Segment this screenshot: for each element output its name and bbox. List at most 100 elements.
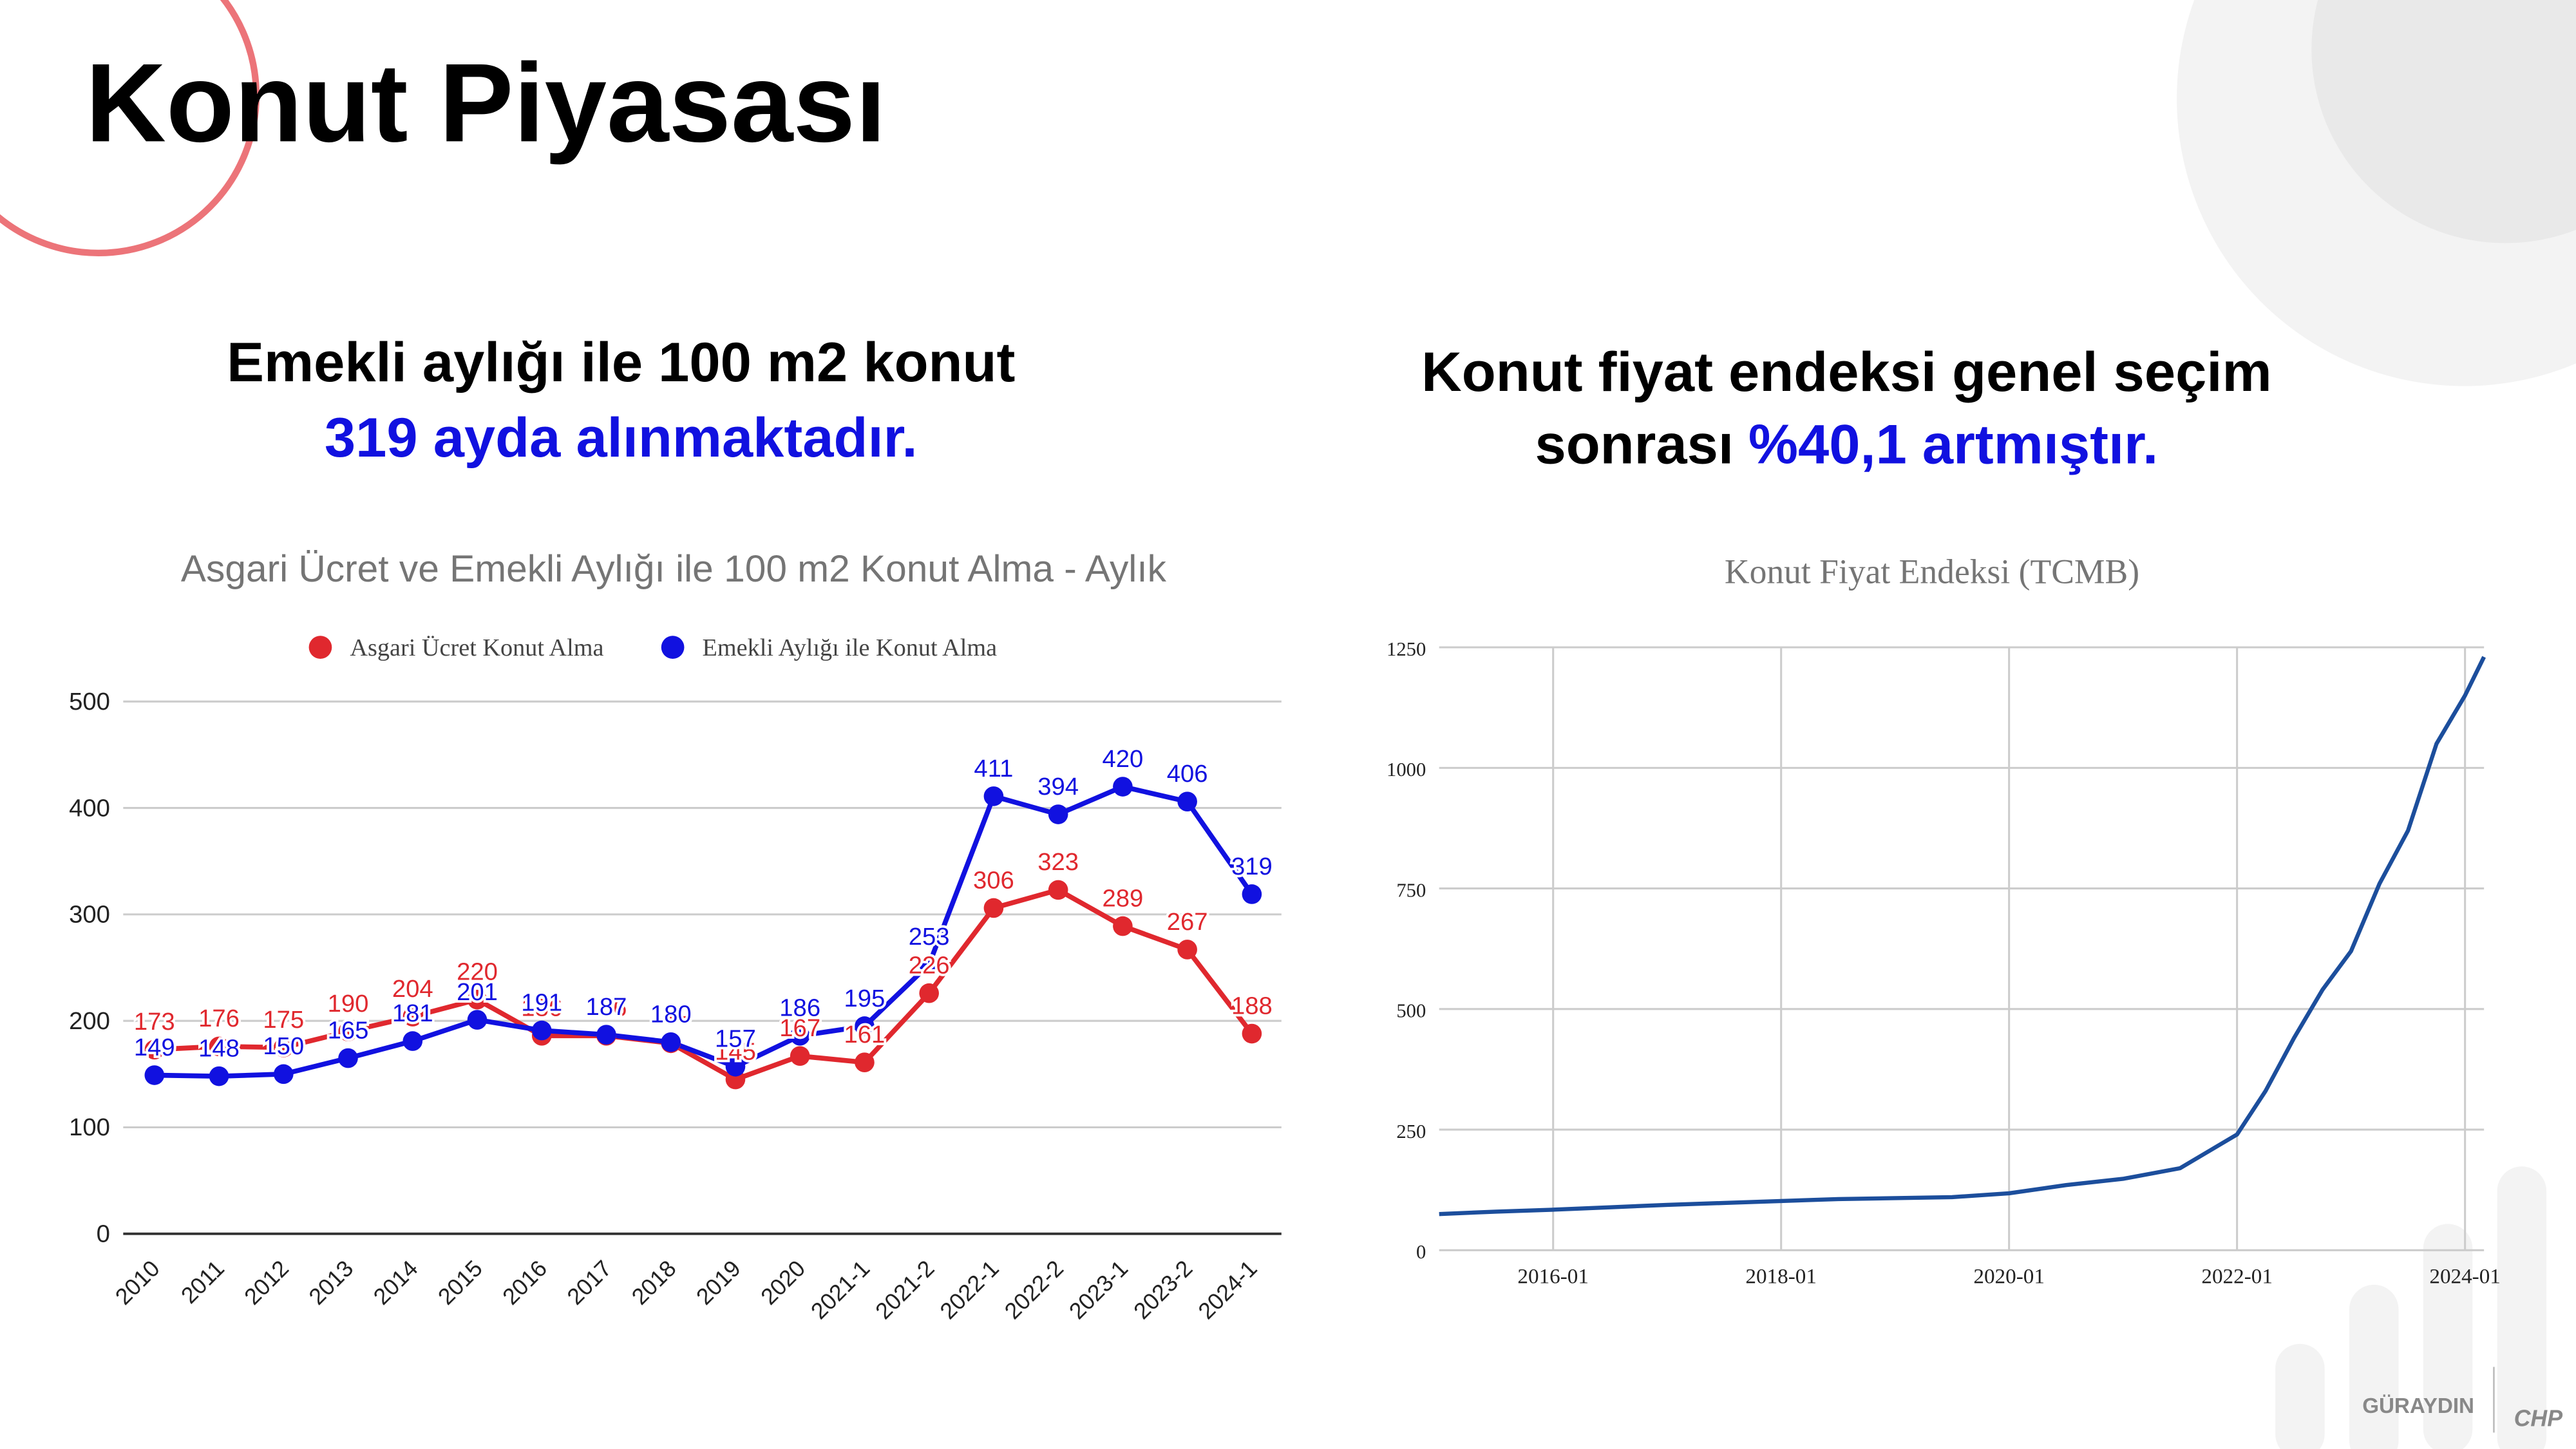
data-label: 175 [263,1006,304,1034]
data-point [919,983,939,1003]
data-label: 289 [1102,884,1143,912]
data-label: 186 [779,994,820,1022]
data-point [467,989,488,1010]
data-label: 186 [521,994,562,1022]
data-label: 187 [586,993,627,1021]
data-point [855,1052,875,1072]
data-label: 165 [328,1016,369,1044]
data-point [1177,940,1197,960]
heading-highlight: %40,1 artmıştır. [1748,413,2158,475]
logo-party: CHP [2514,1405,2563,1431]
y-tick-label: 400 [69,794,110,822]
deco-bars [2275,1166,2547,1449]
data-point [790,1026,810,1046]
data-label: 394 [1037,773,1079,800]
data-point [402,1007,423,1027]
data-label: 161 [844,1021,886,1048]
data-point [467,1010,488,1030]
logo-name: GÜRAYDIN [2362,1394,2474,1418]
heading: Emekli aylığı ile 100 m2 konut [227,331,1015,393]
page-title: Konut Piyasası [86,40,886,165]
y-tick-label: 250 [1396,1121,1426,1142]
data-label: 323 [1037,848,1079,876]
deco-circle [2311,0,2576,243]
data-point [1113,777,1133,797]
data-point [338,1021,358,1042]
heading: sonrası %40,1 artmıştır. [1535,413,2158,475]
data-label: 253 [909,923,950,951]
heading-highlight: 319 ayda alınmaktadır. [325,406,918,469]
data-point [1177,791,1197,811]
data-label: 319 [1231,853,1273,880]
data-label: 176 [198,1005,240,1032]
data-label: 406 [1167,760,1208,788]
data-point [596,1025,616,1045]
y-tick-label: 0 [1416,1241,1426,1263]
data-point [983,786,1004,806]
data-label: 167 [779,1014,820,1042]
data-label: 181 [392,999,433,1027]
data-label: 150 [263,1032,304,1060]
data-label: 173 [134,1008,175,1036]
data-label: 191 [521,989,562,1016]
data-label: 204 [392,975,433,1003]
data-point [338,1048,358,1068]
heading-text: sonrası [1535,413,1733,475]
data-point [1242,1023,1262,1044]
data-label: 149 [134,1034,175,1061]
x-tick-label: 2022-01 [2201,1264,2273,1288]
data-point [209,1066,229,1086]
y-tick-label: 750 [1396,879,1426,901]
data-label: 195 [844,985,886,1012]
x-tick-label: 2020-01 [1973,1264,2045,1288]
chart-title: Konut Fiyat Endeksi (TCMB) [1725,553,2139,591]
heading: Konut fiyat endeksi genel seçim [1421,341,2271,403]
deco-ring [0,0,260,256]
y-tick-label: 500 [1396,1000,1426,1022]
data-point [144,1039,165,1060]
data-label: 220 [457,958,498,986]
data-point [1242,884,1262,904]
x-tick-label: 2024-01 [2429,1264,2501,1288]
legend-label: Emekli Aylığı ile Konut Alma [703,634,998,661]
data-label: 267 [1167,908,1208,936]
data-label: 226 [909,952,950,980]
data-point [209,1036,229,1057]
data-label: 145 [715,1038,756,1066]
data-label: 411 [974,755,1013,782]
data-point [1048,880,1068,900]
data-point [402,1031,423,1051]
series-line [154,887,1254,1083]
data-point [273,1064,294,1084]
data-label: 148 [198,1035,240,1063]
data-label: 201 [457,978,498,1006]
series-line [1439,656,2486,1217]
legend-swatch [308,636,332,659]
legend-label: Asgari Ücret Konut Alma [350,634,603,661]
data-point [790,1046,810,1066]
data-label: 186 [586,994,627,1022]
y-tick-label: 1250 [1387,638,1426,660]
y-tick-label: 500 [69,688,110,715]
y-tick-label: 200 [69,1007,110,1035]
data-label: 420 [1102,745,1143,773]
data-label: 179 [650,1001,692,1029]
data-label: 306 [973,866,1014,894]
series-line [154,784,1255,1079]
chart-title: Asgari Ücret ve Emekli Aylığı ile 100 m2… [181,548,1167,590]
x-tick-label: 2018-01 [1745,1264,1817,1288]
chart: Konut Fiyat Endeksi (TCMB) 0 250 500 750 1000… [1387,553,2501,1289]
data-point [919,954,939,974]
y-tick-label: 300 [69,901,110,929]
data-point [1048,804,1068,824]
legend-swatch [661,636,685,659]
data-point [273,1037,294,1057]
data-label: 180 [650,1001,692,1028]
x-tick-label: 2016-01 [1517,1264,1589,1288]
data-point [855,1016,875,1036]
data-point [983,898,1004,918]
data-label: 157 [715,1025,756,1053]
data-point [725,1056,746,1077]
